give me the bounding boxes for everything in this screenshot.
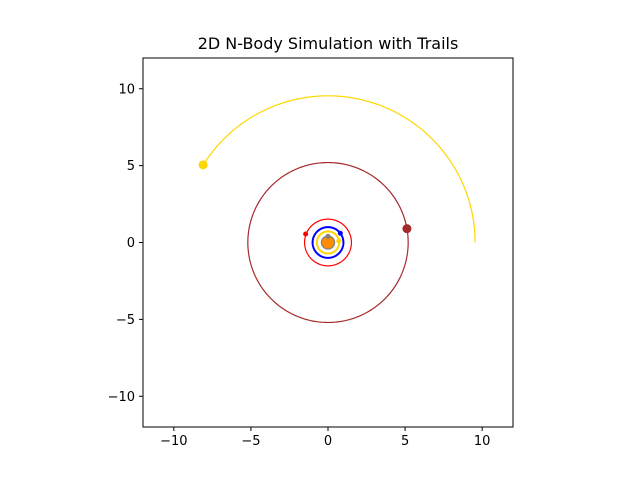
x-tick-label: 10 [474, 434, 491, 449]
body-marker-0 [322, 236, 334, 249]
body-marker-6 [198, 160, 208, 170]
x-tick-label: 5 [401, 434, 409, 449]
orbit-trail-1 [320, 235, 336, 250]
body-marker-5 [402, 224, 412, 234]
body-marker-2 [336, 238, 342, 244]
x-axis: −10 −5 0 5 10 [160, 427, 490, 449]
y-tick-label: −5 [116, 313, 135, 328]
orbit-trail-2 [315, 230, 341, 255]
body-marker-3 [337, 230, 343, 236]
chart-title: 2D N-Body Simulation with Trails [198, 34, 459, 53]
x-tick-label: −10 [160, 434, 187, 449]
orbit-trail-6 [202, 95, 476, 243]
y-axis: −10 −5 0 5 10 [108, 82, 143, 405]
y-tick-label: −10 [108, 390, 135, 405]
y-tick-label: 10 [118, 82, 135, 97]
x-tick-label: 0 [324, 434, 332, 449]
orbit-trail-4 [303, 218, 353, 267]
body-marker-4 [303, 231, 309, 237]
body-marker-1 [325, 233, 331, 239]
orbit-trails [202, 95, 476, 324]
x-tick-label: −5 [241, 434, 260, 449]
y-tick-label: 0 [127, 236, 135, 251]
orbit-trail-3 [311, 226, 345, 259]
body-markers [198, 160, 412, 249]
orbit-trail-5 [247, 161, 409, 324]
y-tick-label: 5 [127, 159, 135, 174]
